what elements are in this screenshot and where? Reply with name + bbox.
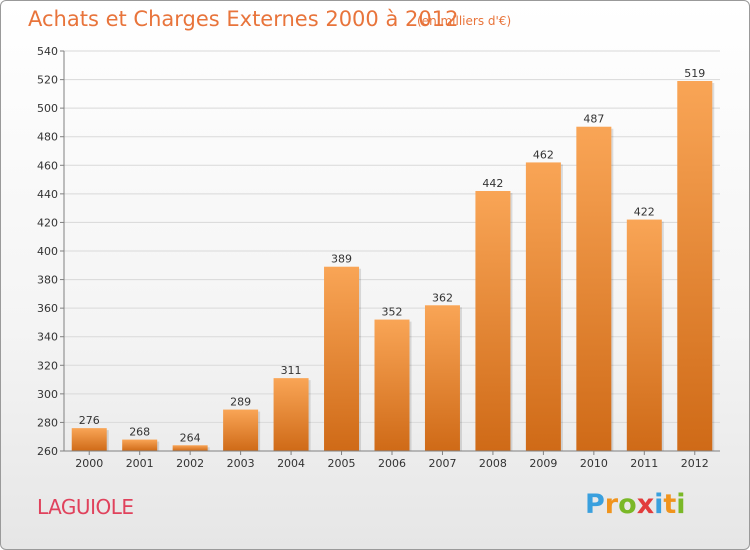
value-label: 462 — [533, 148, 554, 161]
value-labels: 276 268 264 289 311 389 352 362 442 462 487 422 519 — [79, 67, 706, 444]
x-tick-label: 2005 — [328, 457, 356, 470]
y-tick-label: 300 — [37, 388, 58, 401]
bar — [374, 319, 410, 451]
x-tick-label: 2003 — [227, 457, 255, 470]
value-label: 276 — [79, 414, 100, 427]
y-tick-label: 500 — [37, 102, 58, 115]
y-tick-label: 400 — [37, 245, 58, 258]
value-label: 487 — [583, 113, 604, 126]
value-label: 311 — [281, 364, 302, 377]
logo-letter: i — [654, 489, 664, 520]
logo-letter: x — [636, 489, 655, 520]
y-tick-label: 480 — [37, 131, 58, 144]
x-tick-label: 2010 — [580, 457, 608, 470]
x-tick-label: 2012 — [681, 457, 709, 470]
axes — [63, 51, 720, 452]
bar — [475, 191, 511, 451]
x-tick-label: 2006 — [378, 457, 406, 470]
y-tick-label: 380 — [37, 274, 58, 287]
y-tick-label: 420 — [37, 216, 58, 229]
logo-letter: r — [604, 489, 619, 520]
bar — [677, 81, 713, 451]
bar — [122, 439, 158, 451]
bars — [71, 81, 715, 451]
proxiti-logo: Proxiti — [585, 489, 686, 520]
y-axis-ticks: 260 280 300 320 340 360 380 400 420 440 460 480 500 5… — [37, 45, 64, 458]
y-tick-label: 280 — [37, 416, 58, 429]
chart-title: Achats et Charges Externes 2000 à 2012 — [28, 7, 459, 31]
y-tick-label: 260 — [37, 445, 58, 458]
value-label: 442 — [482, 177, 503, 190]
bar — [273, 378, 309, 451]
bar — [525, 162, 561, 451]
y-tick-label: 460 — [37, 159, 58, 172]
x-tick-label: 2007 — [428, 457, 456, 470]
x-tick-label: 2002 — [176, 457, 204, 470]
y-tick-label: 360 — [37, 302, 58, 315]
y-tick-label: 340 — [37, 331, 58, 344]
value-label: 352 — [382, 306, 403, 319]
x-tick-label: 2008 — [479, 457, 507, 470]
value-label: 264 — [180, 431, 201, 444]
y-tick-label: 520 — [37, 74, 58, 87]
x-tick-label: 2004 — [277, 457, 305, 470]
chart-unit: (en milliers d'€) — [417, 14, 512, 28]
bar — [576, 126, 612, 451]
x-axis-ticks: 2000 2001 2002 2003 2004 2005 2006 2007 2008 2009… — [75, 451, 709, 470]
x-tick-label: 2000 — [75, 457, 103, 470]
y-tick-label: 440 — [37, 188, 58, 201]
bar — [324, 266, 360, 451]
x-tick-label: 2011 — [630, 457, 658, 470]
bar — [626, 219, 662, 451]
bar — [424, 305, 460, 451]
logo-letter: P — [585, 489, 605, 520]
value-label: 519 — [684, 67, 705, 80]
value-label: 362 — [432, 291, 453, 304]
y-tick-label: 320 — [37, 359, 58, 372]
logo-letter: i — [676, 489, 686, 520]
logo-letter: o — [618, 489, 637, 520]
value-label: 422 — [634, 206, 655, 219]
bar — [71, 428, 107, 451]
x-tick-label: 2001 — [126, 457, 154, 470]
place-name: LAGUIOLE — [37, 495, 134, 519]
bar — [223, 409, 259, 451]
value-label: 268 — [129, 426, 150, 439]
logo-letter: t — [663, 489, 677, 520]
bar — [172, 445, 208, 451]
value-label: 389 — [331, 253, 352, 266]
x-tick-label: 2009 — [529, 457, 557, 470]
y-tick-label: 540 — [37, 45, 58, 58]
value-label: 289 — [230, 396, 251, 409]
